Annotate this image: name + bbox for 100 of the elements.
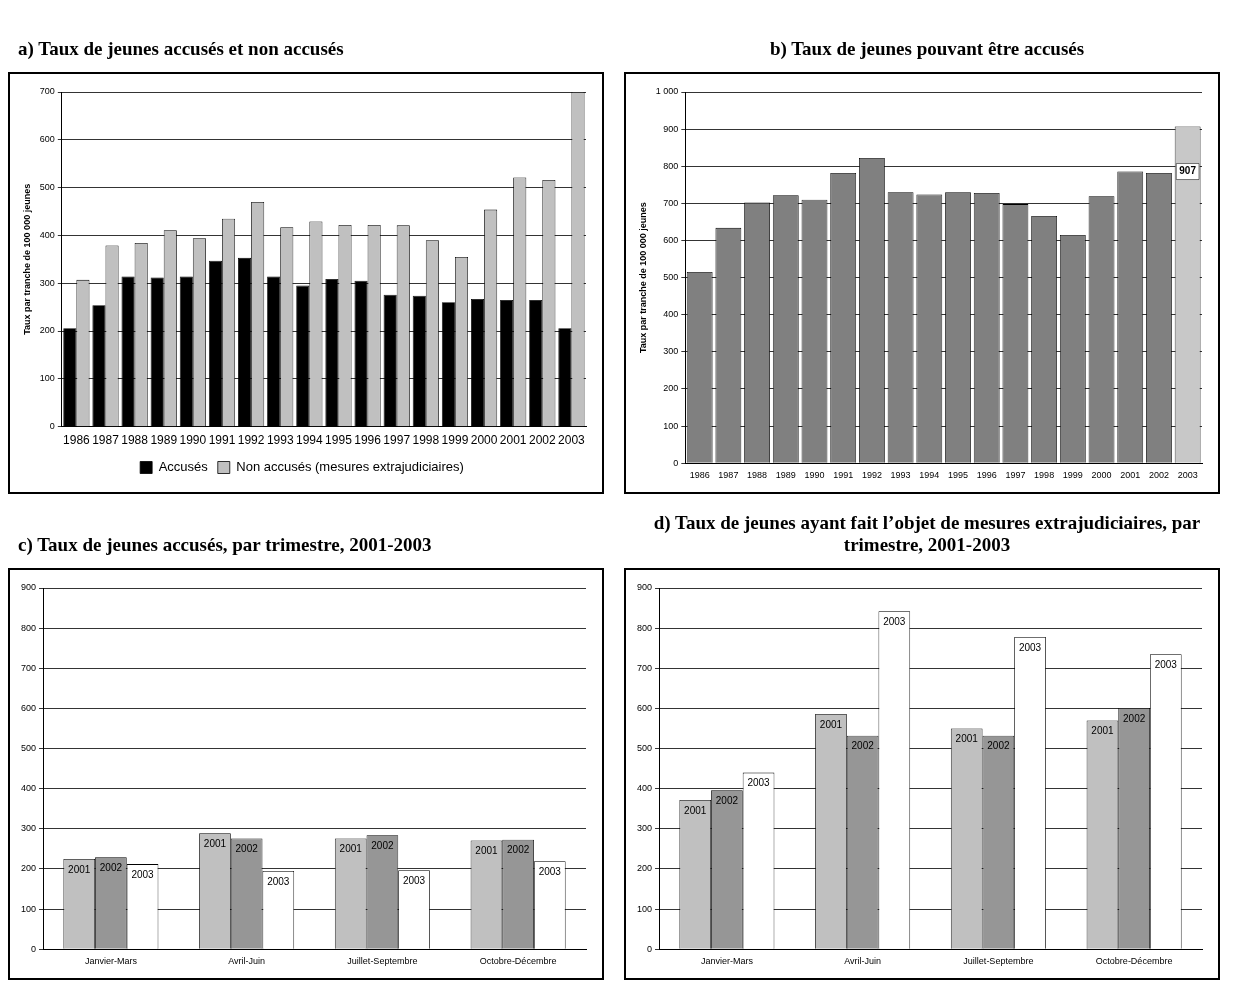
text: 2002 — [99, 862, 123, 874]
y-tick-label: 800 — [20, 622, 37, 633]
x-tick-label: 1997 — [383, 433, 411, 448]
x-tick-label: 1992 — [861, 470, 882, 481]
x-tick-label: Janvier-Mars — [700, 956, 754, 967]
category-label: 2001 — [475, 845, 498, 857]
x-tick-label: 1994 — [296, 433, 324, 448]
y-tick-label: 900 — [636, 582, 653, 593]
x-tick-label: 1995 — [325, 433, 353, 448]
y-tick-label: 300 — [20, 823, 37, 834]
x-tick-label: 1990 — [179, 433, 207, 448]
x-tick-label: 1995 — [948, 470, 969, 481]
y-tick-label: 300 — [663, 346, 679, 357]
chart-title: d) Taux de jeunes ayant fait l’objet de mesures extrajudiciaires, par trimestre, 2001-2003 — [652, 511, 1202, 557]
x-tick-label: Juillet-Septembre — [963, 956, 1034, 967]
y-tick-label: 700 — [663, 197, 679, 208]
y-tick-label: 600 — [20, 702, 37, 713]
category-label: 2001 — [684, 804, 707, 816]
y-axis-title: Taux par tranche de 100 000 jeunes — [21, 183, 32, 335]
y-tick-label: 900 — [663, 123, 679, 134]
text: 2001 — [203, 837, 227, 849]
y-tick-label: 800 — [636, 622, 653, 633]
category-label: 2003 — [747, 777, 770, 789]
y-tick-label: 0 — [31, 943, 37, 954]
x-tick-label: Octobre-Décembre — [479, 956, 557, 967]
y-tick-label: 200 — [20, 863, 37, 874]
series-label: 2002 — [507, 844, 530, 856]
y-tick-label: 1 000 — [655, 86, 679, 97]
y-axis-title: Taux par tranche de 100 000 jeunes — [637, 202, 648, 354]
series-label: 2001 — [1091, 725, 1115, 737]
y-tick-label: 0 — [673, 457, 679, 468]
x-tick-label: 1998 — [1034, 470, 1055, 481]
x-tick-label: Avril-Juin — [844, 956, 882, 967]
y-tick-label: 700 — [39, 86, 55, 97]
chart-title: b) Taux de jeunes pouvant être accusés — [768, 37, 1086, 61]
x-tick-label: 1996 — [354, 433, 382, 448]
x-tick-label: 2003 — [1177, 470, 1198, 481]
x-tick-label: 1987 — [718, 470, 739, 481]
category-label: 2001 — [819, 718, 843, 730]
y-tick-label: 600 — [39, 134, 55, 145]
legend-label: Accusés — [158, 459, 209, 475]
y-tick-label: 500 — [636, 743, 653, 754]
y-tick-label: 100 — [636, 903, 653, 914]
y-tick-label: 800 — [663, 160, 679, 171]
x-tick-label: 1987 — [92, 433, 120, 448]
x-tick-label: 2001 — [1120, 470, 1141, 481]
series-label: 2003 — [1018, 641, 1042, 653]
series-label: 2002 — [715, 795, 739, 807]
text: 2001 — [68, 863, 91, 875]
y-tick-label: 200 — [636, 863, 653, 874]
series-label: 2001 — [339, 843, 363, 855]
category-label: 2002 — [371, 839, 394, 851]
x-tick-label: 2000 — [1091, 470, 1112, 481]
y-tick-label: 100 — [39, 373, 55, 384]
x-tick-label: 1998 — [412, 433, 440, 448]
y-tick-label: 0 — [49, 421, 55, 432]
category-label: 2003 — [883, 616, 906, 628]
x-tick-label: Juillet-Septembre — [347, 956, 418, 967]
x-tick-label: 1991 — [833, 470, 854, 481]
x-tick-label: 1986 — [63, 433, 91, 448]
x-tick-label: Avril-Juin — [228, 956, 266, 967]
y-tick-label: 300 — [636, 823, 653, 834]
y-tick-label: 200 — [39, 325, 55, 336]
x-tick-label: 1993 — [266, 433, 294, 448]
y-tick-label: 700 — [20, 662, 37, 673]
chart-title: c) Taux de jeunes accusés, par trimestre, 2001-2003 — [17, 533, 433, 557]
y-tick-label: 500 — [20, 743, 37, 754]
x-tick-label: 1997 — [1005, 470, 1026, 481]
y-tick-label: 600 — [636, 702, 653, 713]
x-tick-label: 1993 — [890, 470, 911, 481]
x-tick-label: 2003 — [558, 433, 586, 448]
y-tick-label: 400 — [20, 783, 37, 794]
text: 2003 — [131, 868, 154, 880]
y-tick-label: 500 — [663, 272, 679, 283]
x-tick-label: 1994 — [919, 470, 940, 481]
category-label: 2002 — [851, 740, 874, 752]
x-tick-label: Janvier-Mars — [84, 956, 138, 967]
x-tick-label: Octobre-Décembre — [1095, 956, 1173, 967]
y-tick-label: 600 — [663, 234, 679, 245]
x-tick-label: 1991 — [208, 433, 236, 448]
series-label: 2003 — [402, 874, 426, 886]
category-label: 2001 — [955, 733, 978, 745]
data-label: 907 — [1179, 165, 1197, 177]
x-tick-label: 2002 — [528, 433, 556, 448]
y-tick-label: 400 — [663, 309, 679, 320]
x-tick-label: 1988 — [747, 470, 768, 481]
x-tick-label: 1988 — [121, 433, 149, 448]
x-tick-label: 2000 — [470, 433, 498, 448]
x-tick-label: 1990 — [804, 470, 825, 481]
chart-title: a) Taux de jeunes accusés et non accusés — [17, 37, 345, 61]
y-tick-label: 0 — [647, 943, 653, 954]
category-label: 2003 — [1154, 658, 1177, 670]
x-tick-label: 1989 — [775, 470, 796, 481]
category-label: 2002 — [1123, 712, 1146, 724]
text: 2003 — [267, 875, 290, 887]
x-tick-label: 2001 — [499, 433, 527, 448]
text: 2002 — [235, 843, 258, 855]
y-tick-label: 100 — [663, 420, 679, 431]
category-label: 2002 — [987, 740, 1010, 752]
y-tick-label: 300 — [39, 277, 55, 288]
